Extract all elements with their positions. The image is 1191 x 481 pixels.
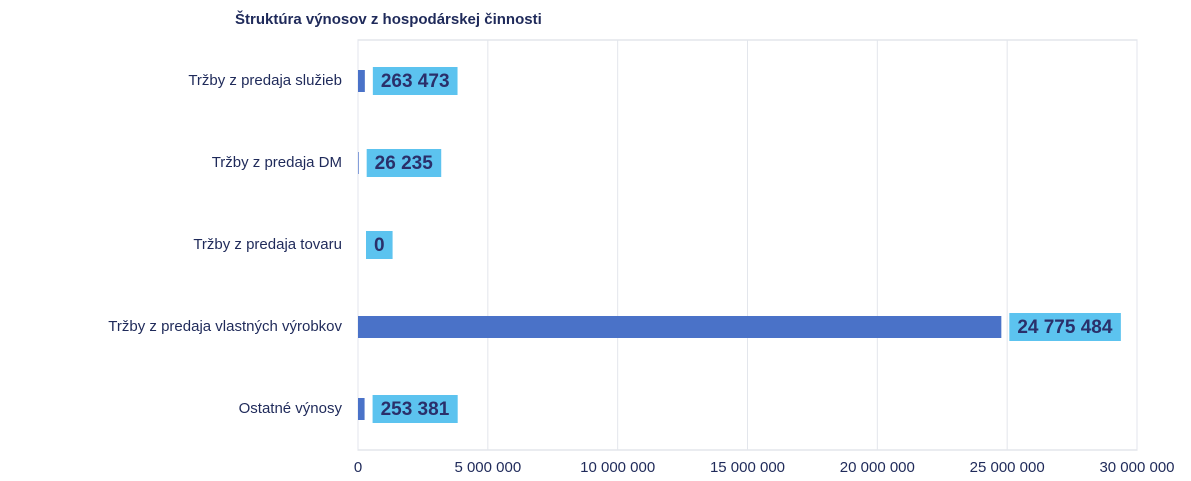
value-label: 253 381: [381, 399, 450, 420]
x-tick-label: 10 000 000: [580, 459, 655, 476]
y-tick-label: Ostatné výnosy: [239, 400, 343, 417]
chart-title: Štruktúra výnosov z hospodárskej činnost…: [235, 10, 542, 28]
value-label-box: [1009, 313, 1121, 341]
bar: [358, 398, 365, 420]
bar: [358, 316, 1002, 338]
x-tick-label: 15 000 000: [710, 459, 785, 476]
y-tick-label: Tržby z predaja tovaru: [193, 236, 342, 253]
bar: [358, 70, 365, 92]
x-tick-label: 5 000 000: [454, 459, 521, 476]
x-tick-label: 0: [354, 459, 362, 476]
value-label: 24 775 484: [1017, 317, 1113, 338]
bar: [358, 152, 359, 174]
x-tick-label: 20 000 000: [840, 459, 915, 476]
value-label-box: [366, 149, 442, 177]
value-label-box: [366, 231, 393, 259]
value-label: 26 235: [375, 153, 434, 174]
y-tick-label: Tržby z predaja vlastných výrobkov: [108, 318, 342, 335]
y-tick-label: Tržby z predaja DM: [212, 154, 342, 171]
x-tick-label: 30 000 000: [1099, 459, 1174, 476]
y-tick-label: Tržby z predaja služieb: [188, 72, 342, 89]
value-label: 263 473: [381, 71, 450, 92]
value-label: 0: [374, 235, 385, 256]
x-tick-label: 25 000 000: [970, 459, 1045, 476]
value-label-box: [372, 67, 458, 95]
value-label-box: [372, 395, 458, 423]
